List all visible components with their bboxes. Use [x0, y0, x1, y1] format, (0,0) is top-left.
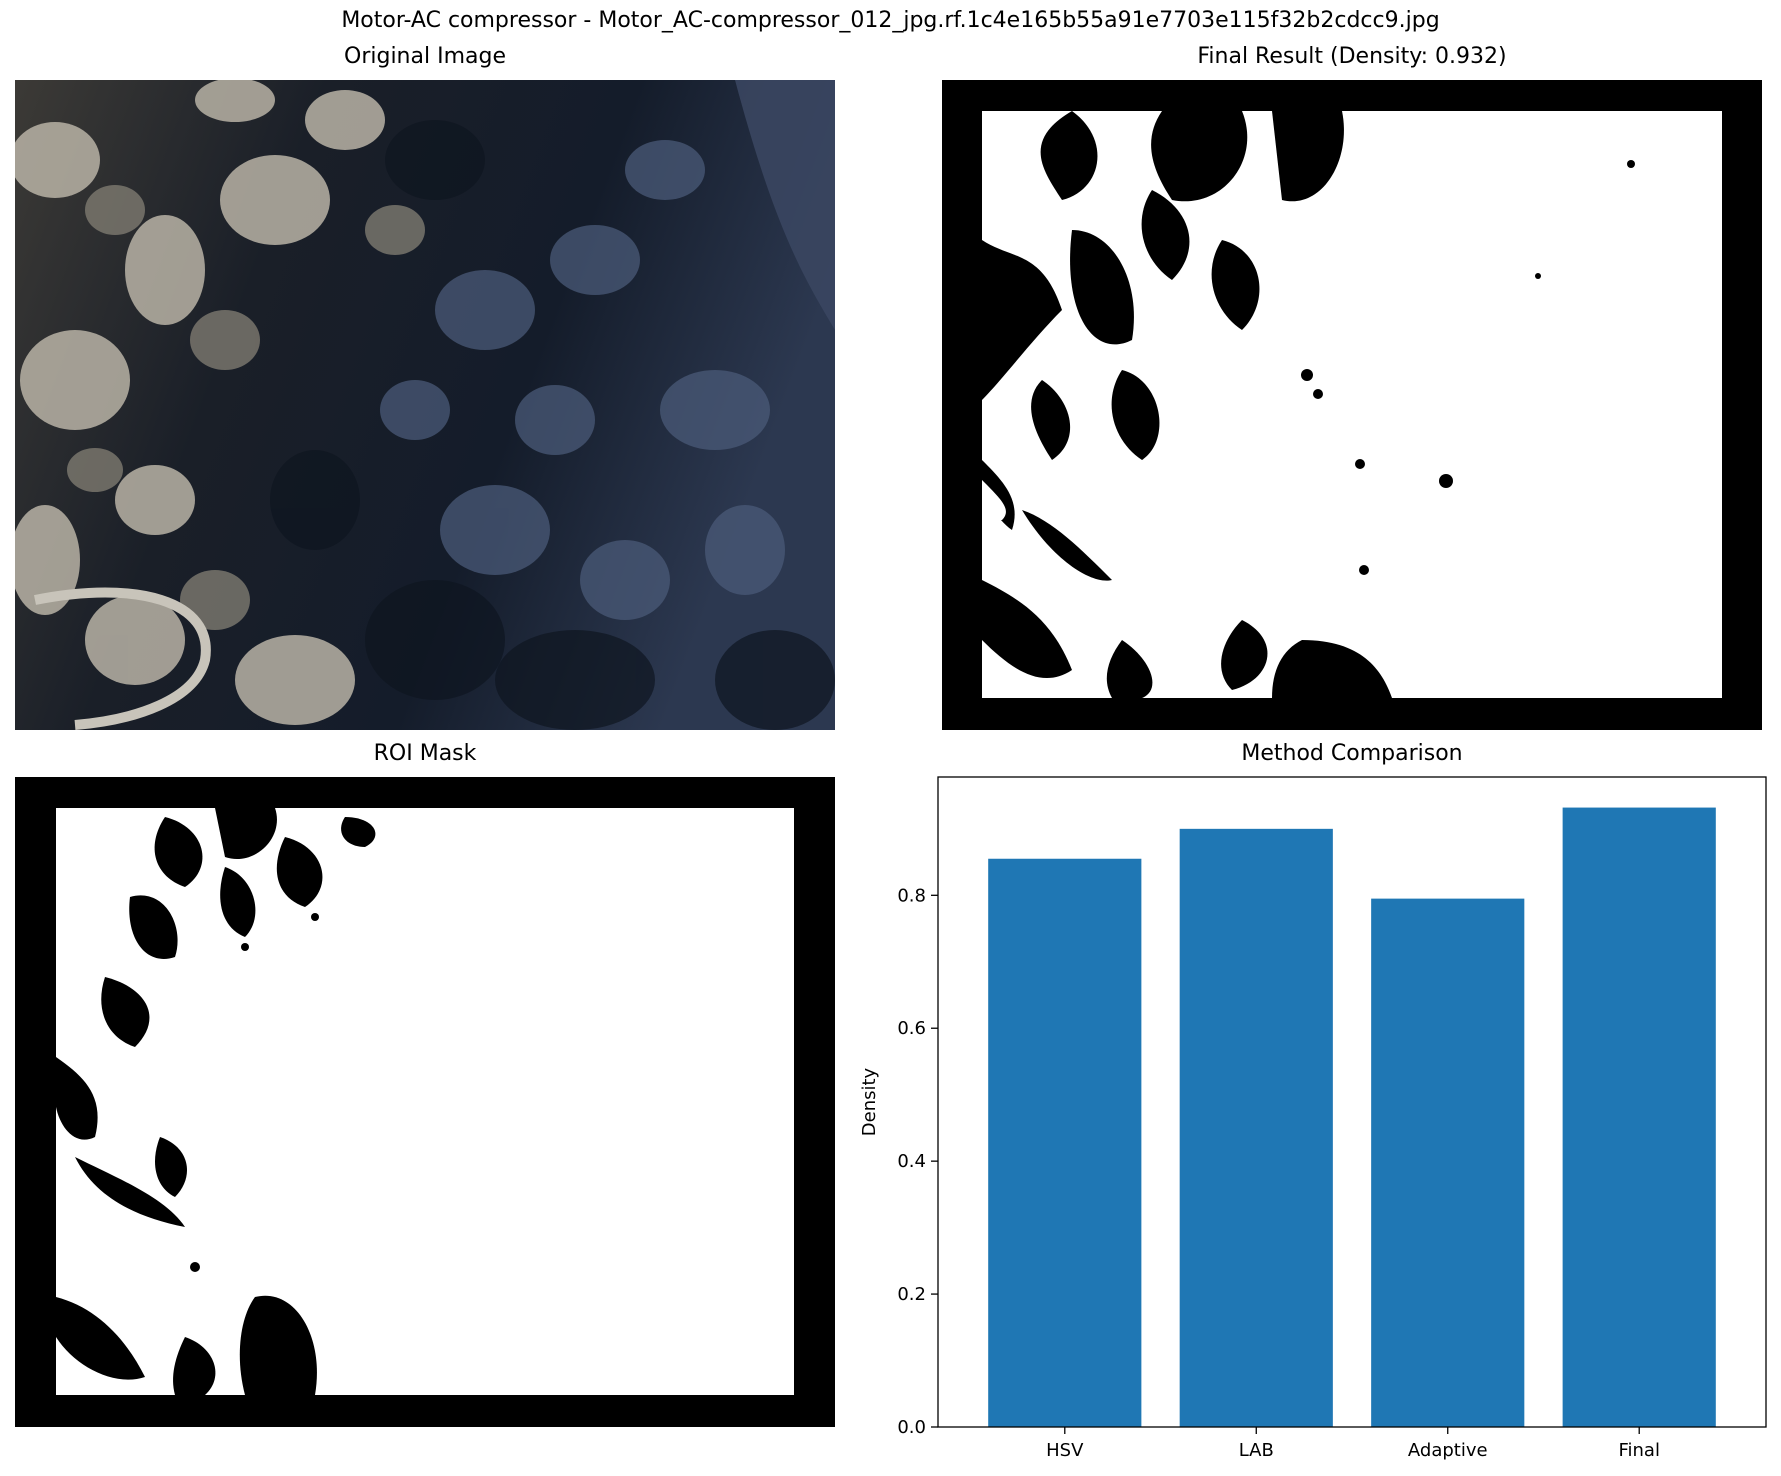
y-tick-label: 0.8 [897, 885, 926, 906]
x-tick-label: Adaptive [1408, 1440, 1488, 1461]
axes-frame [937, 776, 1767, 1428]
y-tick-label: 0.4 [897, 1151, 926, 1172]
figure-suptitle: Motor-AC compressor - Motor_AC-compresso… [341, 8, 1440, 33]
y-axis-label: Density [859, 1067, 880, 1136]
bar-final [1562, 807, 1716, 1427]
final-result-mask [942, 80, 1762, 730]
roi-mask-title: ROI Mask [373, 741, 477, 766]
x-tick-label: Final [1618, 1440, 1659, 1461]
bar-adaptive [1371, 898, 1525, 1427]
roi-mask [15, 777, 835, 1427]
y-tick-label: 0.6 [897, 1018, 926, 1039]
bar-hsv [988, 858, 1142, 1427]
x-tick-label: LAB [1239, 1440, 1274, 1461]
bar-lab [1179, 828, 1333, 1427]
x-tick-label: HSV [1046, 1440, 1084, 1461]
y-tick-label: 0.0 [897, 1417, 926, 1438]
original-image-title: Original Image [344, 44, 506, 69]
final-result-title: Final Result (Density: 0.932) [1197, 44, 1507, 69]
original-image [15, 80, 835, 730]
method-comparison-title: Method Comparison [1241, 741, 1463, 766]
y-tick-label: 0.2 [897, 1284, 926, 1305]
